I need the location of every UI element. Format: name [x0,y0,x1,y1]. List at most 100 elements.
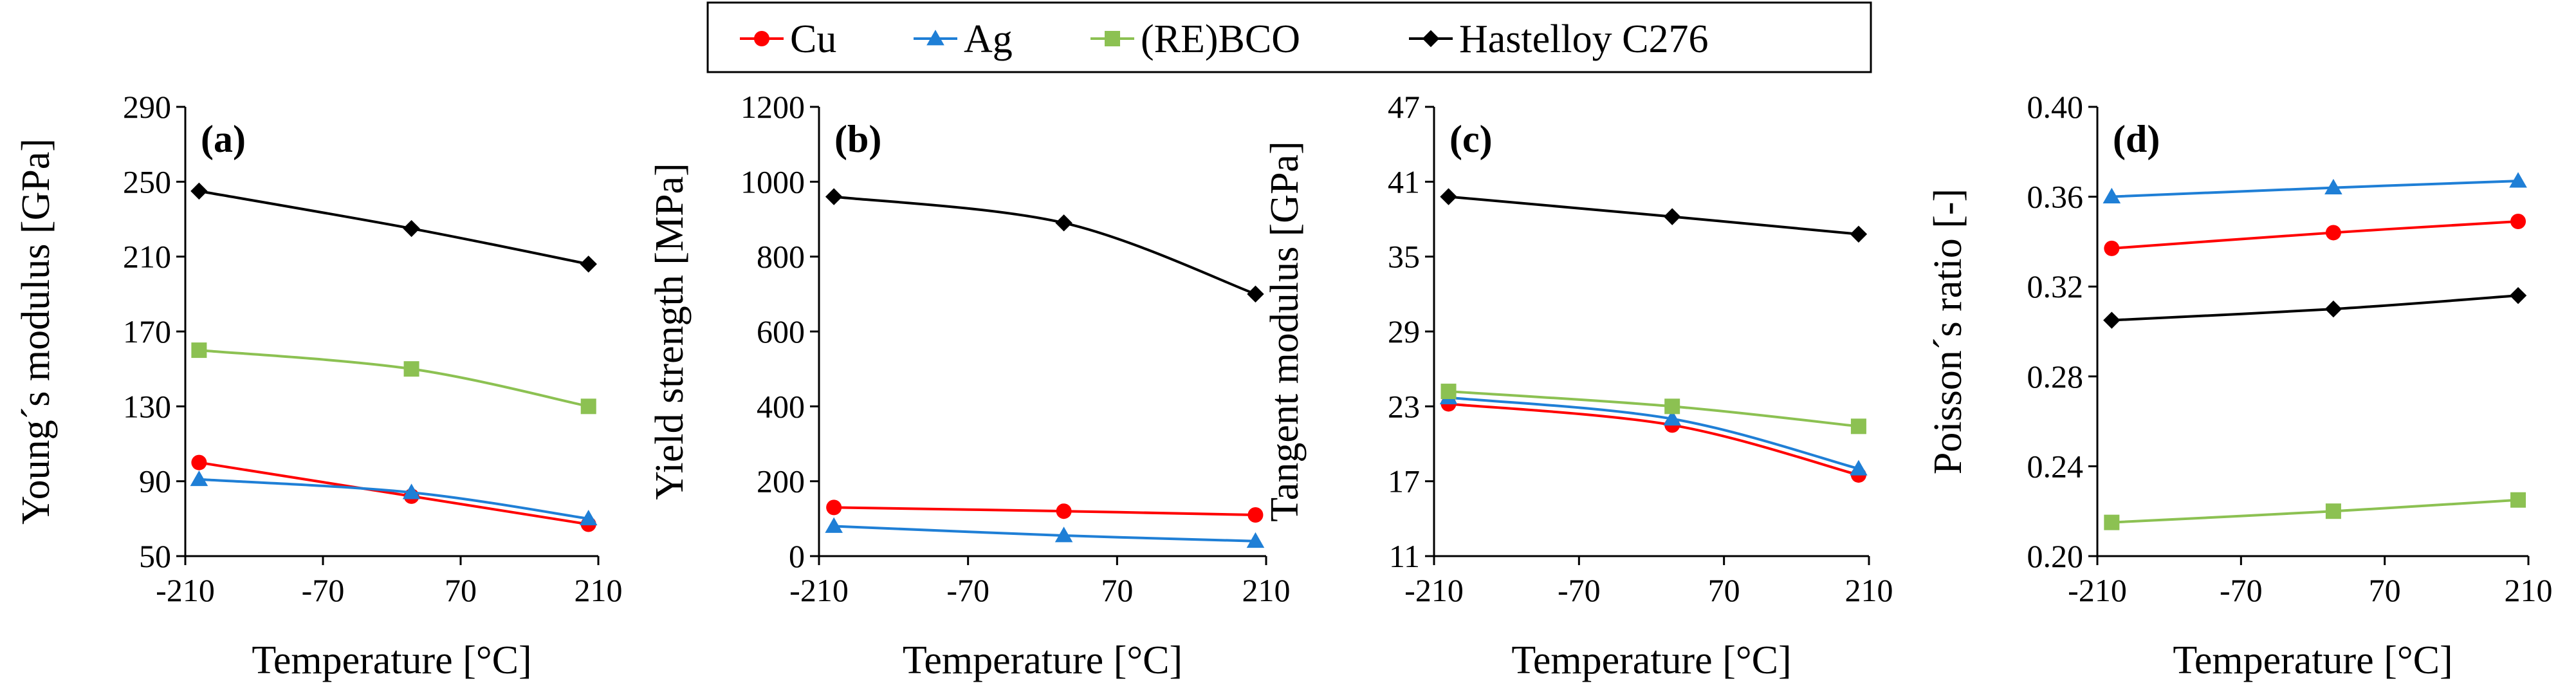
data-point [403,219,420,238]
y-axis-label: Young´s modulus [GPa] [14,138,58,525]
y-tick-label: 23 [1388,388,1420,424]
y-tick-label: 41 [1388,163,1420,200]
x-tick-label: 210 [575,572,623,608]
data-point [580,398,596,415]
y-tick-label: 0.36 [2027,179,2084,215]
data-point [580,256,597,273]
series-cu [191,454,596,532]
x-axis-label: Temperature [°C] [1511,639,1791,682]
series-hastelloy-c276 [1440,188,1868,243]
series-line [199,478,589,520]
data-point [1440,384,1457,400]
series-line [2111,294,2519,322]
data-point [2510,492,2526,508]
data-point [191,342,207,359]
y-tick-label: 0.28 [2027,359,2084,395]
data-point [825,188,843,205]
series-line [834,506,1256,517]
panel-label: (b) [834,118,881,160]
series-hastelloy-c276 [190,182,597,273]
y-axis-label: Tangent modulus [GPa] [1263,141,1307,521]
data-point [2510,213,2526,229]
y-axis-label: Yield strength [MPa] [648,163,692,500]
chart-panel-d: 0.20 0.24 0.28 0.32 0.36 0.40 -210 -70 70 210 Temp… [1926,89,2553,682]
data-point [2104,514,2120,530]
data-point [2509,172,2527,188]
series-hastelloy-c276 [2103,286,2527,329]
y-tick-label: 250 [123,163,171,200]
panel-label: (d) [2113,118,2160,160]
y-tick-label: 50 [139,538,171,574]
x-tick-label: -70 [946,572,989,608]
x-tick-label: 210 [1242,572,1291,608]
series-cu [2104,213,2526,256]
x-tick-label: 70 [1708,572,1740,608]
y-tick-label: 0.32 [2027,268,2084,304]
x-tick-label: -210 [1404,572,1464,608]
legend-item-ag: Ag [914,17,1013,61]
series-line [834,525,1256,543]
y-tick-label: 400 [757,388,805,424]
series-cu [1440,396,1866,483]
data-point [1850,225,1868,243]
series-re-bco [1440,384,1866,434]
data-point [403,361,419,377]
legend-item-hastelloy-c276: Hastelloy C276 [1409,17,1708,61]
data-point [1247,285,1264,303]
series-line [199,461,589,526]
data-point [191,454,207,471]
series-line [1448,195,1859,236]
y-tick-label: 90 [139,463,171,499]
y-tick-label: 0 [789,538,805,574]
series-line [833,195,1256,295]
data-point [1247,507,1264,523]
legend-label: Cu [790,17,836,61]
legend: Cu Ag (RE)BCO Hastelloy C276 [706,1,1872,73]
y-tick-label: 0.20 [2027,538,2084,574]
series-line [2111,219,2519,250]
chart-panel-c: 11 17 23 29 35 41 47 -210 -70 70 210 Temperature [°… [1263,89,1893,682]
series-line [199,189,589,266]
x-axis-label: Temperature [°C] [252,639,531,682]
series-cu [826,499,1264,523]
data-point [2325,503,2341,519]
series-hastelloy-c276 [825,188,1264,303]
x-tick-label: 70 [445,572,477,608]
data-point [1663,208,1681,225]
y-tick-label: 11 [1389,538,1420,574]
series-ag [825,517,1265,548]
legend-marker-triangle [926,30,944,46]
data-point [826,499,842,516]
data-point [825,517,843,533]
legend-marker-circle [754,31,769,46]
data-point [579,510,598,526]
y-tick-label: 0.24 [2027,448,2084,484]
y-tick-label: 600 [757,313,805,350]
y-tick-label: 200 [757,463,805,499]
legend-item-cu: Cu [740,17,836,61]
data-point [2509,286,2527,304]
legend-marker-square [1105,31,1120,46]
series-line [2111,180,2519,198]
data-point [1056,503,1072,519]
panel-label: (a) [201,118,246,160]
x-tick-label: -210 [789,572,849,608]
legend-label: (RE)BCO [1141,17,1300,61]
data-point [1850,418,1866,434]
x-tick-label: -70 [2220,572,2263,608]
data-point [402,483,421,499]
data-point [190,470,208,487]
series-ag [2102,172,2527,203]
data-point [1246,532,1265,548]
y-tick-label: 0.40 [2027,89,2084,125]
y-tick-label: 47 [1388,89,1420,125]
y-tick-label: 1200 [741,89,805,125]
series-re-bco [191,342,596,415]
panel-label: (c) [1449,118,1493,160]
x-tick-label: -210 [2068,572,2127,608]
x-tick-label: 70 [1101,572,1133,608]
data-point [1850,460,1868,476]
series-line [2111,498,2519,524]
series-re-bco [2104,492,2526,530]
